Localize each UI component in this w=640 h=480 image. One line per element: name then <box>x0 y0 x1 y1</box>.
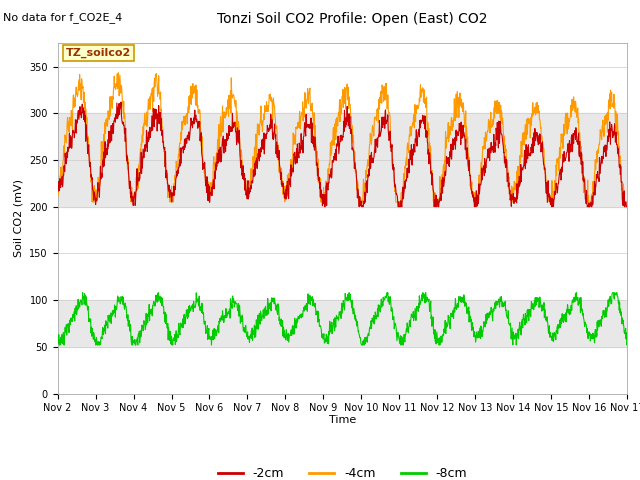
-2cm <box>308 140 316 145</box>
Y-axis label: Soil CO2 (mV): Soil CO2 (mV) <box>13 180 24 257</box>
Text: Tonzi Soil CO2 Profile: Open (East) CO2: Tonzi Soil CO2 Profile: Open (East) CO2 <box>217 12 487 26</box>
Text: TZ_soilco2: TZ_soilco2 <box>66 48 131 58</box>
-4cm <box>379 87 387 93</box>
Bar <box>58 300 627 347</box>
-2cm <box>122 139 129 144</box>
-4cm <box>98 158 106 164</box>
Bar <box>58 113 627 207</box>
-8cm <box>54 342 61 348</box>
-2cm <box>321 204 328 210</box>
-2cm <box>54 185 61 191</box>
-8cm <box>623 340 631 346</box>
-4cm <box>318 193 326 199</box>
Line: -4cm: -4cm <box>58 73 627 202</box>
-4cm <box>308 101 316 107</box>
X-axis label: Time: Time <box>329 415 356 425</box>
-2cm <box>623 204 631 210</box>
-4cm <box>296 126 304 132</box>
-4cm <box>623 199 631 205</box>
-8cm <box>122 300 129 306</box>
Legend: -2cm, -4cm, -8cm: -2cm, -4cm, -8cm <box>212 462 472 480</box>
-8cm <box>308 298 316 303</box>
-2cm <box>318 195 326 201</box>
-8cm <box>79 290 86 296</box>
-4cm <box>54 183 61 189</box>
-8cm <box>378 300 386 306</box>
-2cm <box>296 144 303 149</box>
-4cm <box>88 199 96 205</box>
-2cm <box>379 124 387 130</box>
-2cm <box>98 170 106 176</box>
-8cm <box>296 313 303 319</box>
-8cm <box>318 333 326 338</box>
-4cm <box>122 136 129 142</box>
-8cm <box>98 336 106 342</box>
Text: No data for f_CO2E_4: No data for f_CO2E_4 <box>3 12 122 23</box>
-4cm <box>115 70 122 76</box>
Line: -2cm: -2cm <box>58 102 627 207</box>
Line: -8cm: -8cm <box>58 293 627 345</box>
-2cm <box>117 99 125 105</box>
